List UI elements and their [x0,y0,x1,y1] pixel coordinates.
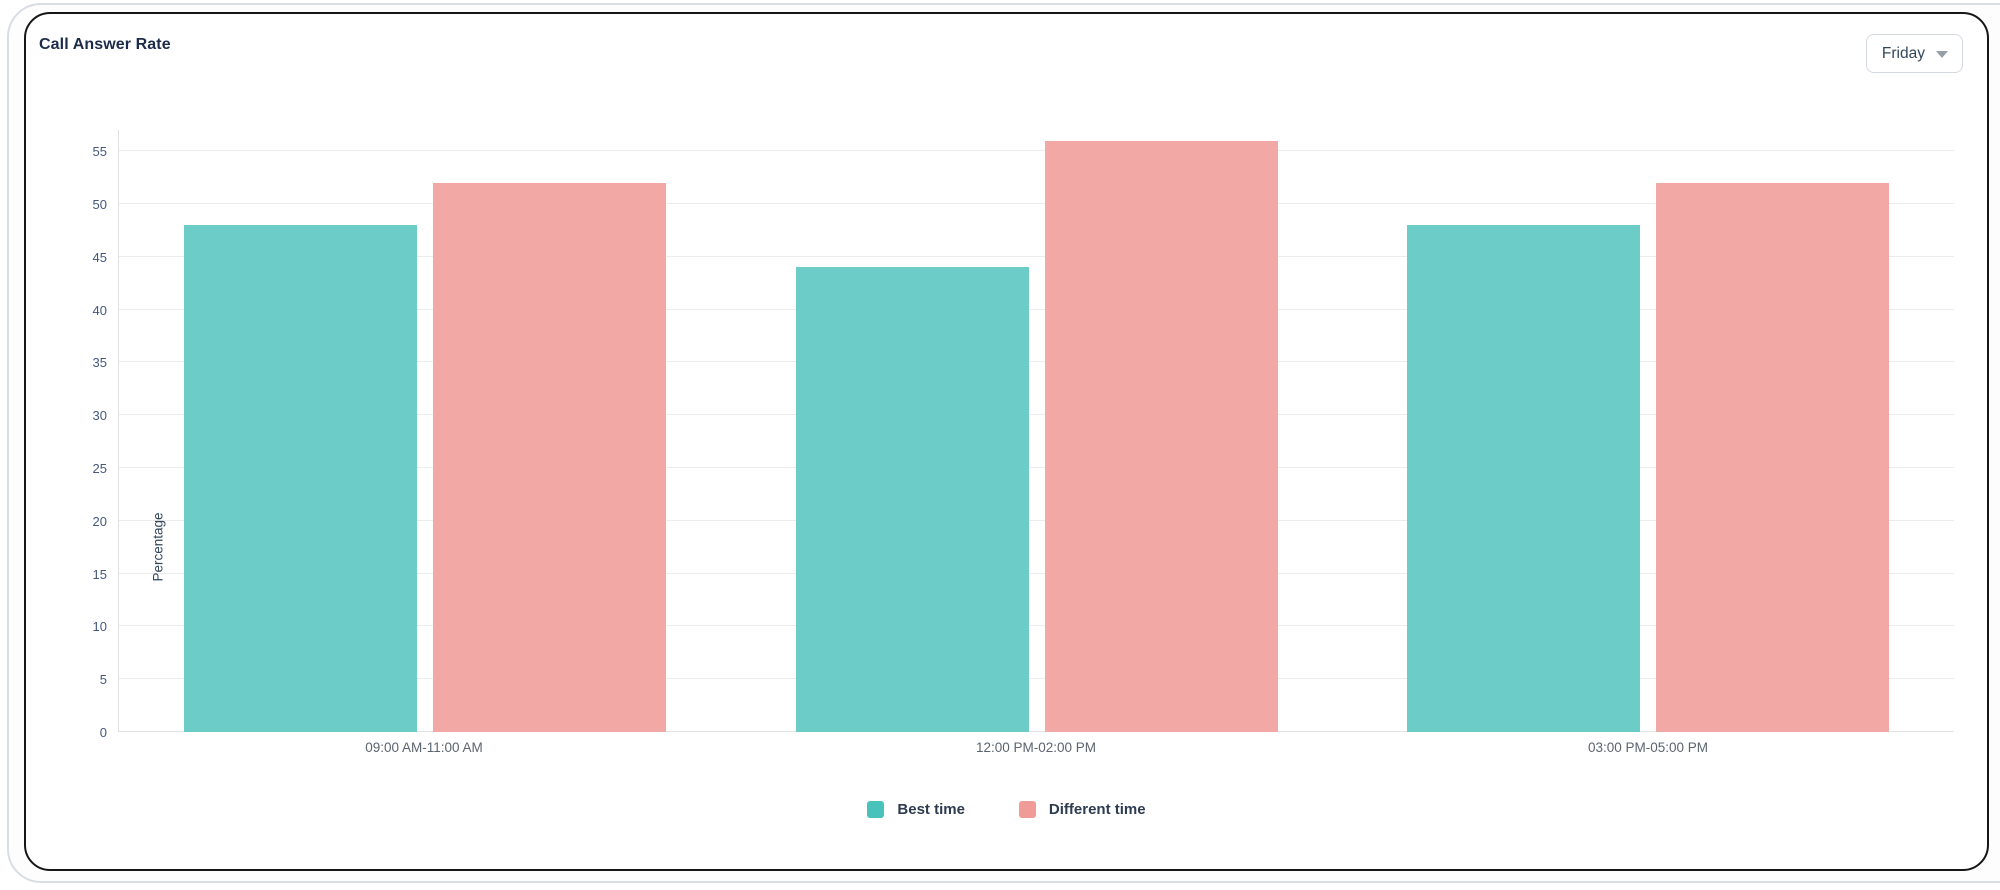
gridline [119,466,1954,468]
gridline [119,678,1954,680]
legend-label: Different time [1048,801,1146,818]
y-tick-label: 40 [92,302,107,318]
y-tick-label: 0 [99,725,107,740]
day-selector-dropdown[interactable]: Friday [1865,34,1963,73]
x-axis-label: 09:00 AM-11:00 AM [365,740,483,755]
y-tick-label: 35 [92,355,107,371]
bar-different-time[interactable] [1656,182,1890,732]
legend-swatch [867,801,885,818]
bar-different-time[interactable] [432,182,666,732]
x-axis-label: 12:00 PM-02:00 PM [975,740,1097,755]
gridline [119,361,1954,363]
gridline [119,150,1954,152]
legend-item-best-time[interactable]: Best time [867,801,965,818]
y-tick-label: 45 [92,249,107,265]
bar-group-03-00-pm-05-00-pm [1342,130,1954,732]
card-title: Call Answer Rate [39,36,171,53]
legend-label: Best time [897,801,965,818]
bars-layer [119,130,1954,732]
call-answer-rate-card: Call Answer Rate Friday 0 5 10 15 20 25 30 35 40… [24,12,1989,871]
y-tick-label: 30 [92,408,107,424]
y-tick-label: 15 [92,566,107,582]
y-tick-label: 10 [92,619,107,635]
x-axis-labels: 09:00 AM-11:00 AM 12:00 PM-02:00 PM 03:00 … [118,740,1954,755]
y-tick-label: 50 [92,196,107,212]
y-tick-label: 25 [92,460,107,476]
bar-different-time[interactable] [1044,140,1278,732]
gridline [119,519,1954,521]
gridline [119,731,1954,732]
y-tick-label: 5 [99,672,107,688]
bar-best-time[interactable] [795,267,1029,732]
gridline [119,308,1954,310]
chevron-down-icon [1936,51,1948,58]
bar-group-12-00-pm-02-00-pm [731,130,1343,732]
day-selector-value: Friday [1881,44,1925,62]
x-axis-label: 03:00 PM-05:00 PM [1587,740,1709,755]
gridline [119,572,1954,574]
bar-best-time[interactable] [183,225,417,732]
gridline [119,202,1954,204]
gridline [119,625,1954,627]
gridline [119,414,1954,416]
gridline [119,255,1954,257]
bar-group-09-00-am-11-00-am [119,130,731,732]
plot-area: 0 5 10 15 20 25 30 35 40 45 50 55 Percentage [93,130,1954,740]
y-tick-label: 55 [92,144,107,160]
chart-legend: Best time Different time [26,801,1987,818]
y-tick-label: 20 [92,513,107,529]
bar-best-time[interactable] [1407,225,1641,732]
legend-item-different-time[interactable]: Different time [1018,801,1146,818]
legend-swatch [1018,801,1036,818]
